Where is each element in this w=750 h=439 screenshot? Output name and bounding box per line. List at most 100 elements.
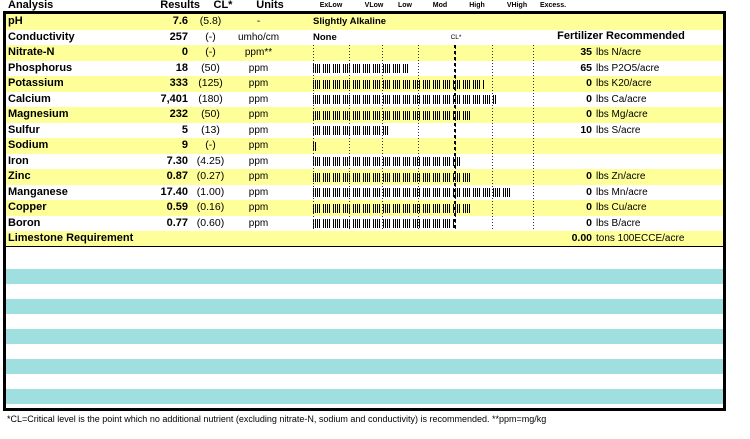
- column-header-analysis: Analysis: [8, 0, 54, 11]
- rec-unit: lbs Mn/acre: [596, 186, 648, 198]
- rec-value: 10: [580, 123, 592, 136]
- rec-value: 0: [586, 170, 592, 182]
- critical-level-value: (0.60): [196, 216, 225, 229]
- rec-value: 0: [586, 201, 592, 213]
- analyte-name: Boron: [8, 216, 41, 229]
- level-bar: [313, 110, 472, 120]
- table-row-zinc: Zinc 0.87 (0.27) ppm 0 lbs Zn/acre: [6, 169, 723, 185]
- analyte-name: Nitrate-N: [8, 46, 55, 58]
- units-value: ppm: [248, 217, 269, 229]
- units-value: ppm: [248, 202, 269, 213]
- rec-unit: tons 100ECCE/acre: [596, 233, 685, 244]
- report-table: pH 7.6 (5.8) - Slightly Alkaline Conduct…: [3, 11, 726, 411]
- rec-value: 35: [580, 46, 592, 58]
- table-row-manganese: Manganese 17.40 (1.00) ppm 0 lbs Mn/acre: [6, 185, 723, 201]
- rec-value: 0: [586, 108, 592, 120]
- rec-value: 65: [580, 61, 592, 74]
- result-value: 257: [169, 30, 188, 43]
- table-row-conductivity: Conductivity 257 (-) umho/cm None: [6, 30, 723, 46]
- critical-level-value: (1.00): [196, 185, 225, 198]
- critical-level-value: (-): [205, 46, 216, 58]
- fertilizer-recommended-header: Fertilizer Recommended: [557, 30, 685, 42]
- critical-level-value: (125): [198, 77, 223, 89]
- result-value: 232: [169, 108, 188, 120]
- analyte-name: Manganese: [8, 185, 68, 198]
- critical-level-line-label: CL*: [450, 34, 462, 41]
- result-value: 333: [169, 77, 188, 89]
- result-value: 0.77: [166, 216, 188, 229]
- column-header-units: Units: [256, 0, 284, 11]
- units-value: umho/cm: [237, 31, 280, 43]
- units-value: ppm: [248, 78, 269, 89]
- rec-unit: lbs K20/acre: [596, 78, 652, 89]
- result-value: 7.6: [172, 15, 188, 27]
- zone-label-exlow: ExLow: [319, 2, 343, 9]
- level-bar: [313, 79, 485, 89]
- rec-value: 0: [586, 77, 592, 89]
- analyte-name: Conductivity: [8, 30, 75, 43]
- analyte-name: Calcium: [8, 92, 51, 105]
- rec-unit: lbs N/acre: [596, 47, 642, 58]
- level-bar: [313, 172, 470, 182]
- analyte-name: pH: [8, 15, 23, 27]
- result-value: 0.59: [166, 201, 188, 213]
- analyte-name: Zinc: [8, 170, 31, 182]
- analyte-name: Potassium: [8, 77, 64, 89]
- level-note: Slightly Alkaline: [313, 16, 387, 27]
- analyte-name: Limestone Requirement: [8, 232, 134, 244]
- table-row-nitrate-n: Nitrate-N 0 (-) ppm** 35 lbs N/acre: [6, 45, 723, 61]
- rec-unit: lbs P2O5/acre: [596, 62, 660, 74]
- rec-unit: lbs Mg/acre: [596, 109, 648, 120]
- level-bar: [313, 203, 470, 213]
- critical-level-value: (0.16): [196, 201, 225, 213]
- zone-label-excess: Excess.: [539, 2, 567, 9]
- table-row-ph: pH 7.6 (5.8) - Slightly Alkaline: [6, 14, 723, 30]
- units-value: -: [256, 16, 261, 27]
- table-row-magnesium: Magnesium 232 (50) ppm 0 lbs Mg/acre: [6, 107, 723, 123]
- level-bar: [313, 126, 388, 135]
- analyte-name: Magnesium: [8, 108, 69, 120]
- result-value: 5: [181, 123, 188, 136]
- result-value: 0.87: [166, 170, 188, 182]
- units-value: ppm: [248, 62, 269, 74]
- critical-level-value: (4.25): [196, 154, 225, 167]
- zone-label-mod: Mod: [432, 2, 448, 9]
- result-value: 9: [181, 139, 188, 151]
- critical-level-value: (50): [201, 61, 220, 74]
- level-bar: [313, 141, 317, 151]
- rec-unit: lbs Zn/acre: [596, 171, 646, 182]
- rec-unit: lbs Cu/acre: [596, 202, 647, 213]
- analyte-name: Copper: [8, 201, 47, 213]
- critical-level-value: (180): [198, 92, 223, 105]
- rec-unit: lbs B/acre: [596, 217, 641, 229]
- level-bar: [313, 95, 497, 104]
- table-row-phosphorus: Phosphorus 18 (50) ppm 65 lbs P2O5/acre: [6, 61, 723, 77]
- critical-level-value: (0.27): [196, 170, 225, 182]
- column-header-critical-level: CL*: [213, 0, 233, 11]
- level-bar: [313, 219, 454, 228]
- empty-striped-section: [6, 247, 723, 408]
- stripe-pattern: [6, 253, 723, 408]
- critical-level-value: (50): [201, 108, 220, 120]
- rec-unit: lbs Ca/acre: [596, 93, 647, 105]
- level-note: None: [313, 31, 337, 43]
- zone-label-high: High: [469, 2, 485, 9]
- units-value: ppm: [248, 93, 269, 105]
- critical-level-value: (-): [205, 139, 216, 151]
- critical-level-line: [454, 45, 456, 231]
- column-header-results: Results: [160, 0, 200, 11]
- result-value: 18: [175, 61, 188, 74]
- table-row-potassium: Potassium 333 (125) ppm 0 lbs K20/acre: [6, 76, 723, 92]
- table-row-boron: Boron 0.77 (0.60) ppm 0 lbs B/acre: [6, 216, 723, 232]
- zone-label-vhigh: VHigh: [506, 2, 528, 9]
- rec-value: 0: [586, 216, 592, 229]
- critical-level-value: (13): [201, 123, 220, 136]
- zone-label-vlow: VLow: [364, 2, 384, 9]
- table-row-limestone-requirement: Limestone Requirement 0.00 tons 100ECCE/…: [6, 231, 723, 247]
- table-row-copper: Copper 0.59 (0.16) ppm 0 lbs Cu/acre: [6, 200, 723, 216]
- level-bar: [313, 64, 408, 73]
- table-row-iron: Iron 7.30 (4.25) ppm: [6, 154, 723, 170]
- units-value: ppm: [248, 171, 269, 182]
- analyte-name: Iron: [8, 154, 29, 167]
